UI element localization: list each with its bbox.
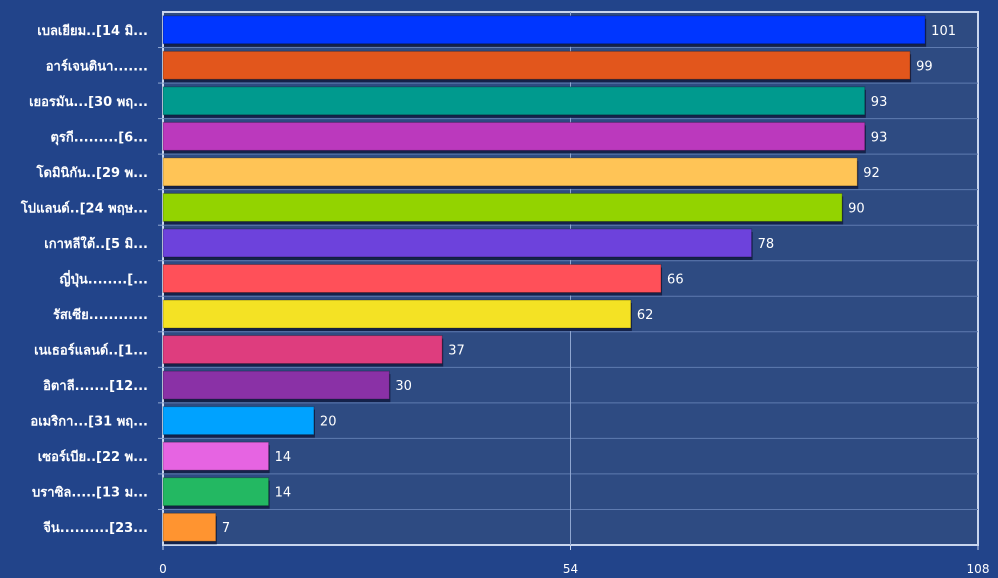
data-label: 20 (320, 415, 337, 430)
bar[interactable] (162, 299, 632, 329)
data-label: 93 (871, 130, 888, 145)
category-label: เบลเยียม..[14 มิ... (37, 23, 148, 39)
category-label: อเมริกา...[31 พฤ... (30, 415, 148, 430)
x-tick-label: 108 (967, 562, 990, 576)
data-label: 99 (916, 59, 933, 74)
category-label: บราซิล.....[13 ม... (32, 486, 148, 501)
bar[interactable] (162, 441, 270, 471)
data-label: 14 (275, 486, 292, 501)
category-label: เนเธอร์แลนด์..[1... (34, 343, 148, 359)
bar[interactable] (162, 15, 926, 45)
data-label: 30 (395, 379, 412, 394)
data-label: 62 (637, 308, 654, 323)
bar[interactable] (162, 512, 217, 542)
bar[interactable] (162, 370, 390, 400)
data-label: 92 (863, 166, 880, 181)
bar[interactable] (162, 228, 753, 258)
category-label: อาร์เจนตินา....... (46, 58, 148, 74)
data-label: 37 (448, 344, 465, 359)
category-label: ญี่ปุ่น........[... (60, 270, 148, 288)
bar[interactable] (162, 50, 911, 80)
data-label: 101 (931, 24, 956, 39)
bar[interactable] (162, 264, 662, 293)
category-label: อิตาลี.......[12... (43, 378, 148, 394)
data-label: 93 (871, 95, 888, 110)
category-label: เกาหลีใต้..[5 มิ... (44, 235, 148, 252)
category-label: โดมินิกัน..[29 พ... (36, 164, 148, 181)
data-label: 66 (667, 273, 684, 288)
category-label: โปแลนด์..[24 พฤษ... (20, 199, 148, 216)
category-label: เยอรมัน...[30 พฤ... (29, 95, 148, 110)
data-label: 7 (222, 521, 230, 536)
category-label: รัสเซีย............ (53, 307, 148, 323)
bar[interactable] (162, 477, 270, 507)
data-label: 14 (275, 450, 292, 465)
x-tick-label: 54 (563, 562, 578, 576)
data-label: 90 (848, 201, 865, 216)
x-tick-label: 0 (159, 562, 167, 576)
bar[interactable] (162, 192, 843, 222)
bar[interactable] (162, 335, 443, 365)
data-label: 78 (758, 237, 775, 252)
category-label: จีน..........[23... (43, 520, 148, 536)
bar[interactable] (162, 86, 866, 116)
category-label: เซอร์เบีย..[22 พ... (38, 449, 148, 465)
bar[interactable] (162, 406, 315, 436)
category-label: ตุรกี.........[6... (50, 129, 148, 145)
bar[interactable] (162, 157, 858, 187)
bar[interactable] (162, 121, 866, 151)
